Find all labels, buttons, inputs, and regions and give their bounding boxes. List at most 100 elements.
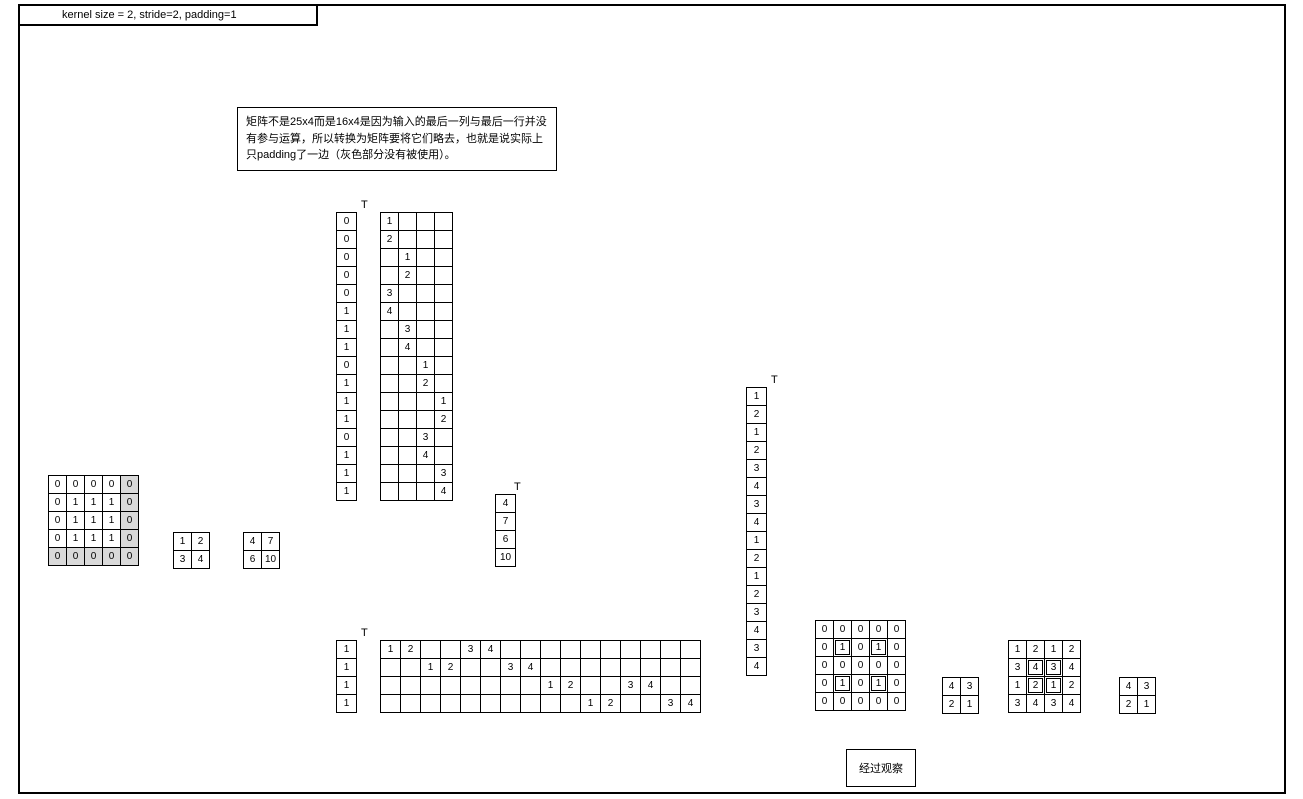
cell: 2 [401, 641, 421, 659]
cell: 0 [834, 657, 852, 675]
result-column-16: 1212343412123434 [746, 387, 767, 676]
cell: 0 [852, 693, 870, 711]
cell: 4 [521, 659, 541, 677]
cell [681, 677, 701, 695]
cell: 2 [1063, 677, 1081, 695]
cell [381, 267, 399, 285]
cell [435, 285, 453, 303]
cell [435, 339, 453, 357]
cell [541, 659, 561, 677]
cell: 2 [435, 411, 453, 429]
kernel-matrix-16x4: 1212343412123434 [380, 212, 453, 501]
cell: 10 [262, 551, 280, 569]
cell [399, 231, 417, 249]
cell: 3 [621, 677, 641, 695]
cell: 1 [337, 321, 357, 339]
cell: 1 [67, 494, 85, 512]
cell [661, 641, 681, 659]
cell: 0 [852, 639, 870, 657]
cell: 4 [1027, 659, 1045, 677]
cell: 1 [337, 303, 357, 321]
cell [399, 447, 417, 465]
cell: 4 [1063, 659, 1081, 677]
ones-column-4: 1111 [336, 640, 357, 713]
title-box: kernel size = 2, stride=2, padding=1 [20, 6, 318, 26]
cell: 3 [461, 641, 481, 659]
cell [581, 641, 601, 659]
note-box: 矩阵不是25x4而是16x4是因为输入的最后一列与最后一行并没有参与运算，所以转… [237, 107, 557, 171]
cell [435, 267, 453, 285]
cell: 0 [888, 639, 906, 657]
cell: 0 [834, 621, 852, 639]
cell: 1 [1045, 641, 1063, 659]
cell: 1 [870, 639, 888, 657]
cell: 2 [417, 375, 435, 393]
transpose-label-4: T [771, 374, 778, 386]
cell: 0 [834, 693, 852, 711]
cell: 3 [961, 678, 979, 696]
cell: 1 [67, 530, 85, 548]
cell [399, 213, 417, 231]
cell: 4 [1063, 695, 1081, 713]
cell: 0 [337, 213, 357, 231]
cell [641, 659, 661, 677]
cell: 4 [192, 551, 210, 569]
cell: 1 [337, 695, 357, 713]
cell: 1 [399, 249, 417, 267]
cell: 1 [337, 659, 357, 677]
cell: 3 [1045, 659, 1063, 677]
cell: 0 [49, 512, 67, 530]
cell [421, 677, 441, 695]
cell: 3 [661, 695, 681, 713]
cell: 2 [747, 586, 767, 604]
cell [417, 303, 435, 321]
cell: 1 [103, 512, 121, 530]
cell: 3 [1009, 695, 1027, 713]
cell: 0 [852, 675, 870, 693]
cell: 4 [681, 695, 701, 713]
cell [381, 393, 399, 411]
cell [621, 659, 641, 677]
cell [417, 285, 435, 303]
cell [661, 677, 681, 695]
cell [561, 695, 581, 713]
kernel-flip-2x2-a: 4321 [942, 677, 979, 714]
cell [417, 321, 435, 339]
cell [561, 659, 581, 677]
cell [481, 677, 501, 695]
cell [399, 357, 417, 375]
cell: 0 [49, 494, 67, 512]
cell: 3 [747, 496, 767, 514]
cell: 0 [337, 285, 357, 303]
cell: 1 [337, 339, 357, 357]
cell: 1 [337, 393, 357, 411]
cell [481, 695, 501, 713]
cell [381, 249, 399, 267]
cell: 2 [192, 533, 210, 551]
cell: 2 [943, 696, 961, 714]
cell: 1 [67, 512, 85, 530]
cell: 0 [888, 657, 906, 675]
cell: 0 [816, 639, 834, 657]
cell [381, 375, 399, 393]
cell: 3 [399, 321, 417, 339]
cell [461, 659, 481, 677]
cell [399, 411, 417, 429]
cell: 0 [121, 512, 139, 530]
cell: 2 [747, 442, 767, 460]
cell: 0 [103, 548, 121, 566]
cell: 0 [337, 429, 357, 447]
cell [461, 677, 481, 695]
cell: 7 [262, 533, 280, 551]
cell: 0 [816, 657, 834, 675]
cell: 1 [435, 393, 453, 411]
input-column-16: 0000011101110111 [336, 212, 357, 501]
cell: 0 [337, 267, 357, 285]
cell [581, 677, 601, 695]
cell [561, 641, 581, 659]
cell: 10 [496, 549, 516, 567]
kernel-2x2: 1234 [173, 532, 210, 569]
cell [417, 213, 435, 231]
cell: 1 [870, 675, 888, 693]
cell: 0 [121, 494, 139, 512]
